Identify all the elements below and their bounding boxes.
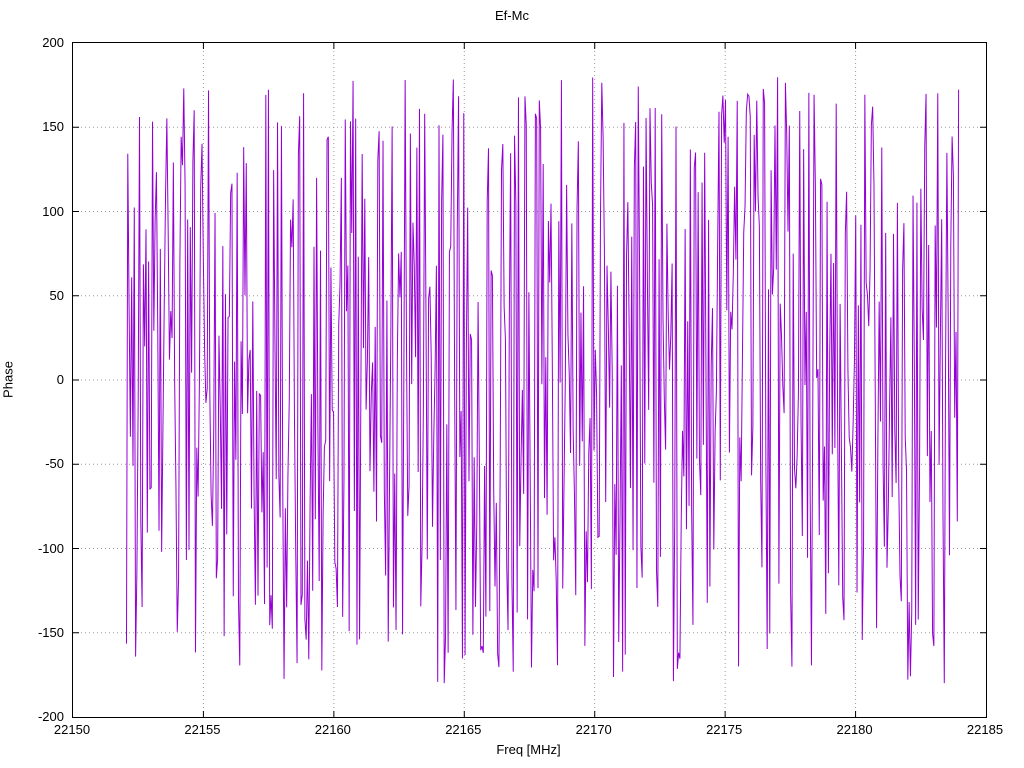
x-tick-label: 22150 [53,722,91,737]
y-tick-label: -150 [37,624,64,640]
x-tick-label: 22155 [184,722,221,737]
y-tick-label: -100 [37,540,64,556]
y-tick-label: 200 [42,35,64,50]
x-tick-label: 22180 [836,722,873,737]
y-tick-label: 50 [49,287,64,303]
x-tick-label: 22170 [575,722,612,737]
plot-area [72,42,987,718]
y-tick-label: 0 [56,372,64,387]
y-tick-label: -200 [37,709,64,724]
plot-svg [73,43,986,717]
y-tick-label: 100 [42,203,64,219]
y-tick-label: 150 [42,119,64,135]
x-tick-label: 22185 [966,722,1004,737]
chart-title: Ef-Mc [495,8,529,23]
y-tick-label: -50 [45,456,64,472]
phase-series-line [125,77,960,684]
tick-marks-group [73,43,986,717]
x-axis-label: Freq [MHz] [496,742,561,757]
x-tick-label: 22165 [445,722,482,737]
x-tick-label: 22175 [706,722,743,737]
x-tick-label: 22160 [314,722,351,737]
